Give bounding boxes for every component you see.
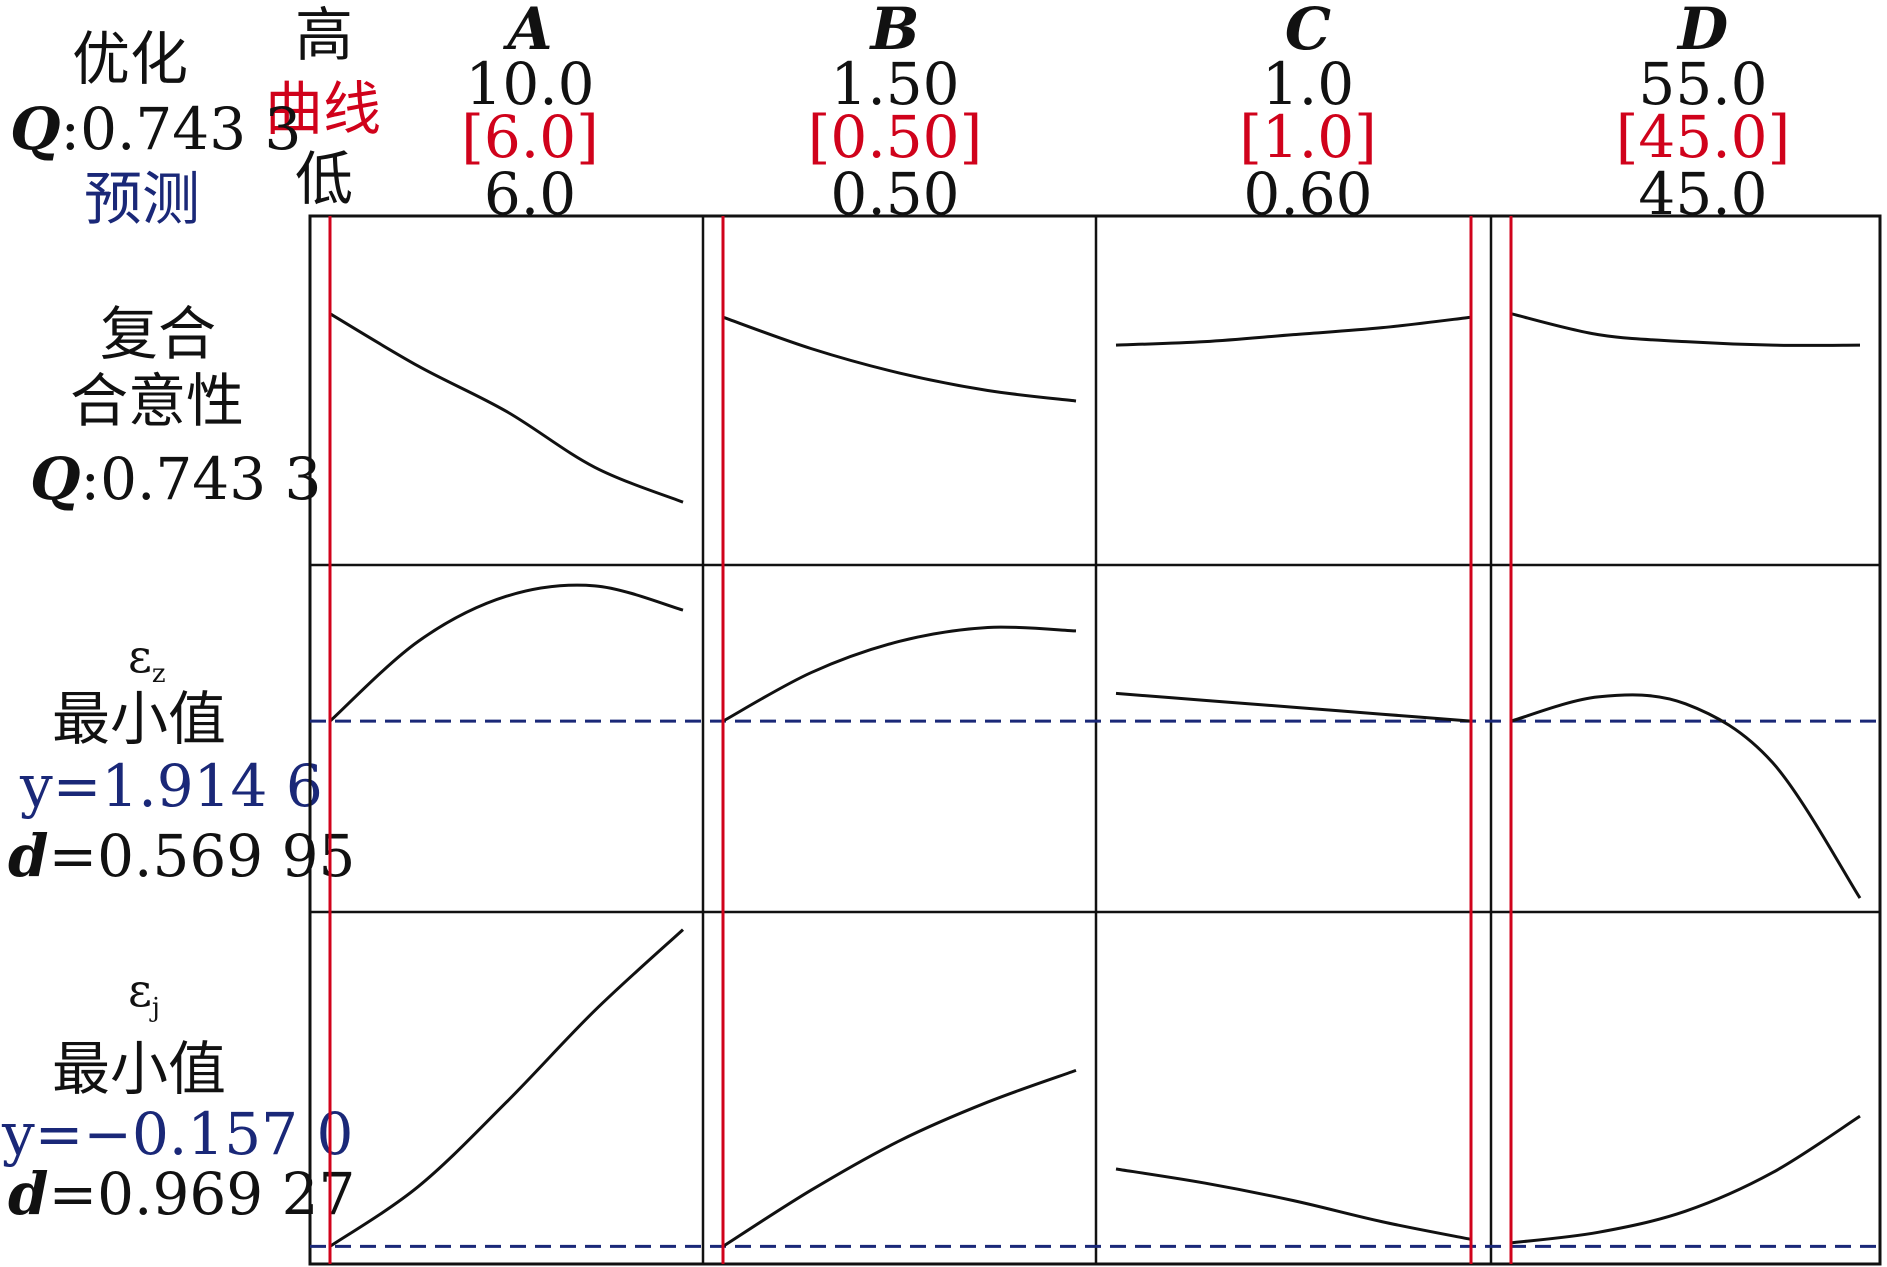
response-curve-row2-d xyxy=(1510,1114,1861,1245)
factor-current-d: [45.0] xyxy=(1615,103,1791,171)
response-curve-row0-c xyxy=(1115,315,1472,347)
factor-name-d: D xyxy=(1677,0,1729,63)
row-composite-q: Q:0.743 3 xyxy=(30,445,322,513)
row-ej-goal: 最小值 xyxy=(52,1035,227,1103)
row-ez-y: y=1.914 6 xyxy=(20,752,323,820)
factor-name-a: A xyxy=(507,0,553,63)
factor-low-c: 0.60 xyxy=(1243,160,1373,228)
row-ez-d: d=0.569 95 xyxy=(8,822,356,890)
response-curve-row1-c xyxy=(1115,691,1472,723)
optimize-label: 优化 xyxy=(72,25,189,93)
factor-high-a: 10.0 xyxy=(465,50,595,118)
response-curve-row0-a xyxy=(329,312,684,504)
factor-low-a: 6.0 xyxy=(483,160,577,228)
factor-high-d: 55.0 xyxy=(1638,50,1768,118)
row-composite-title-2: 合意性 xyxy=(70,367,245,435)
row-ej-y: y=−0.157 0 xyxy=(2,1100,354,1168)
factor-name-c: C xyxy=(1284,0,1332,63)
high-label: 高 xyxy=(295,1,354,69)
factor-current-c: [1.0] xyxy=(1239,103,1377,171)
curve-label: 曲线 xyxy=(265,75,382,143)
response-curve-row2-b xyxy=(722,1068,1077,1248)
factor-name-b: B xyxy=(870,0,920,63)
factor-high-b: 1.50 xyxy=(830,50,960,118)
factor-current-b: [0.50] xyxy=(807,103,983,171)
row-ej-symbol: εj xyxy=(128,963,160,1024)
overall-q-readout: Q:0.743 3 xyxy=(10,95,302,163)
low-label: 低 xyxy=(295,145,354,213)
response-curve-row2-c xyxy=(1115,1167,1472,1241)
factor-high-c: 1.0 xyxy=(1261,50,1355,118)
response-curve-row0-d xyxy=(1510,312,1861,347)
factor-low-b: 0.50 xyxy=(830,160,960,228)
response-curve-row1-d xyxy=(1510,693,1862,899)
predict-label: 预测 xyxy=(84,165,201,233)
row-ez-goal: 最小值 xyxy=(52,685,227,753)
response-curve-row0-b xyxy=(722,315,1077,403)
row-ej-d: d=0.969 27 xyxy=(8,1160,356,1228)
response-curve-row2-a xyxy=(329,928,685,1248)
factor-current-a: [6.0] xyxy=(461,103,599,171)
factor-low-d: 45.0 xyxy=(1638,160,1768,228)
row-composite-title-1: 复合 xyxy=(100,300,217,368)
response-curve-row1-b xyxy=(722,625,1077,723)
response-curve-row1-a xyxy=(328,583,684,723)
row-ez-symbol: εz xyxy=(128,629,166,690)
